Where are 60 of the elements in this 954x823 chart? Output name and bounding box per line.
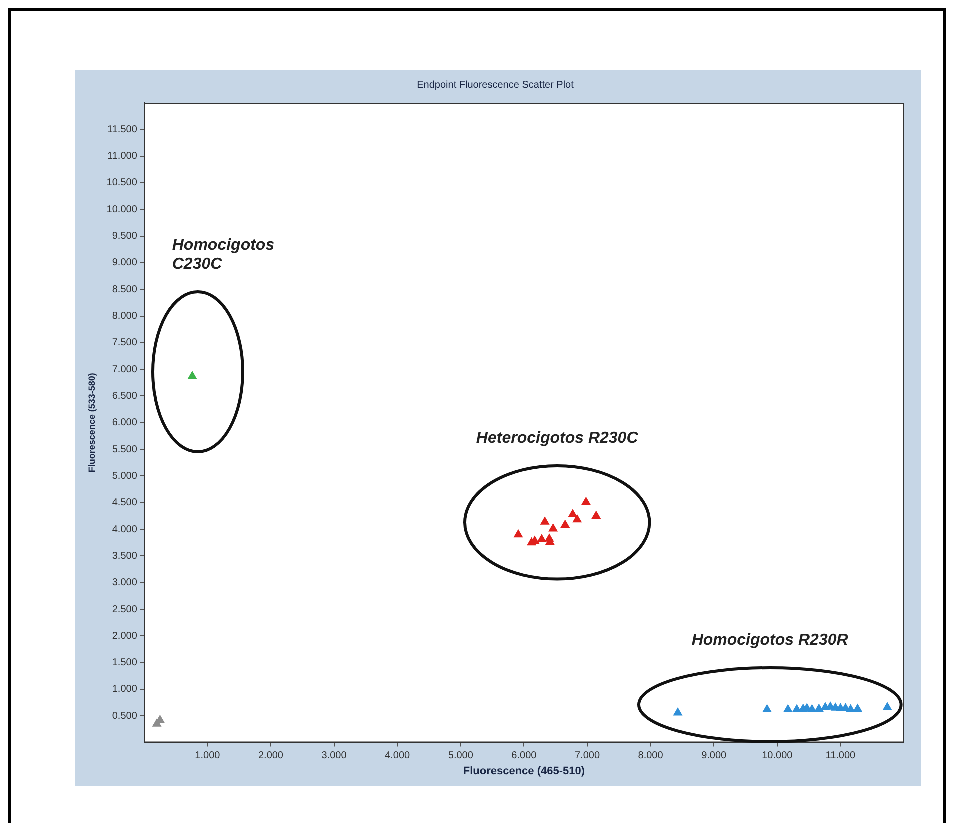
- annotation: Homocigotos R230R: [692, 631, 848, 650]
- x-tick-label: 11.000: [826, 750, 856, 762]
- point: [582, 497, 591, 506]
- point: [846, 704, 856, 712]
- point: [188, 372, 197, 380]
- y-tick-label: 6.500: [112, 390, 138, 402]
- point: [560, 520, 570, 528]
- y-tick-label: 9.500: [112, 231, 138, 242]
- x-tick-label: 4.000: [385, 750, 411, 762]
- x-tick-label: 2.000: [258, 750, 284, 762]
- y-tick-label: 5.500: [112, 444, 138, 456]
- y-tick-label: 10.000: [106, 204, 138, 216]
- y-tick-label: 2.500: [112, 604, 138, 616]
- x-tick-label: 9.000: [702, 750, 728, 762]
- point: [568, 510, 578, 518]
- y-tick-label: 1.000: [112, 684, 138, 696]
- x-tick-label: 8.000: [638, 750, 664, 762]
- x-axis-title: Fluorescence (465-510): [463, 765, 586, 778]
- point: [514, 530, 523, 538]
- y-tick-label: 4.000: [112, 524, 138, 536]
- point: [808, 704, 817, 712]
- x-tick-label: 10.000: [762, 750, 794, 762]
- y-tick-label: 6.000: [112, 418, 138, 429]
- x-tick-label: 6.000: [512, 750, 538, 762]
- y-tick-label: 5.000: [112, 470, 138, 482]
- y-tick-label: 0.500: [112, 710, 138, 722]
- point: [538, 534, 546, 542]
- point: [792, 704, 802, 712]
- y-tick-label: 9.000: [112, 258, 138, 269]
- y-tick-label: 1.500: [112, 658, 138, 669]
- x-tick-label: 7.000: [574, 750, 600, 762]
- y-tick-label: 2.000: [112, 630, 138, 642]
- x-tick-label: 5.000: [448, 750, 474, 762]
- y-tick-label: 7.000: [112, 364, 138, 376]
- point: [853, 704, 862, 712]
- point: [814, 704, 824, 712]
- annotation: Heterocigotos R230C: [476, 428, 638, 448]
- point: [674, 708, 682, 716]
- point: [592, 511, 601, 519]
- y-tick-label: 3.500: [112, 550, 138, 562]
- y-tick-label: 4.500: [112, 498, 138, 509]
- y-tick-label: 11.000: [108, 151, 138, 162]
- point: [548, 524, 558, 532]
- y-tick-label: 3.000: [112, 578, 138, 589]
- point: [540, 517, 550, 525]
- y-axis-title: Fluorescence (533-580): [86, 373, 97, 473]
- x-tick-label: 1.000: [195, 750, 221, 762]
- x-tick-label: 3.000: [322, 750, 348, 762]
- point: [883, 702, 892, 710]
- point: [527, 538, 536, 546]
- y-tick-label: 11.500: [108, 124, 138, 136]
- y-tick-label: 8.500: [112, 284, 138, 296]
- y-tick-label: 8.000: [112, 311, 138, 322]
- chart-title: Endpoint Fluorescence Scatter Plot: [417, 80, 574, 91]
- point: [762, 704, 772, 712]
- point: [572, 514, 582, 523]
- y-tick-label: 7.500: [112, 338, 138, 349]
- annotation: Homocigotos C230C: [172, 236, 276, 274]
- y-tick-label: 10.500: [106, 178, 138, 189]
- point: [784, 704, 793, 712]
